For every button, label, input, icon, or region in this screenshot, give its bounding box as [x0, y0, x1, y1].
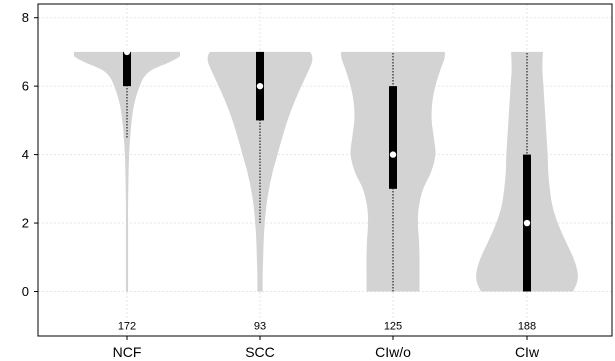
median-point-0	[123, 48, 131, 56]
y-tick-label-8: 8	[22, 10, 29, 25]
count-label-0: 172	[118, 321, 136, 333]
x-axis: NCF SCC CIw/o CIw	[113, 336, 540, 360]
count-label-1: 93	[254, 321, 266, 333]
violin-2	[341, 51, 445, 292]
y-axis: 0 2 4 6 8	[22, 10, 38, 299]
sample-counts: 172 93 125 188	[118, 321, 536, 333]
count-label-2: 125	[384, 321, 402, 333]
x-tick-label-1: SCC	[245, 344, 275, 360]
y-tick-label-4: 4	[22, 147, 29, 162]
median-point-3	[523, 219, 531, 227]
violin-body-0	[73, 51, 181, 292]
y-tick-label-2: 2	[22, 216, 29, 231]
x-tick-label-3: CIw	[515, 344, 540, 360]
count-label-3: 188	[518, 321, 536, 333]
iqr-box-0	[123, 51, 131, 87]
y-tick-label-6: 6	[22, 79, 29, 94]
median-point-1	[256, 82, 264, 90]
violin-3	[476, 51, 578, 292]
violin-1	[207, 51, 313, 292]
plot-area-frame	[37, 3, 613, 337]
x-tick-label-2: CIw/o	[375, 344, 411, 360]
x-tick-label-0: NCF	[113, 344, 142, 360]
median-point-2	[389, 151, 397, 158]
iqr-box-2	[389, 86, 397, 189]
y-tick-label-0: 0	[22, 284, 29, 299]
violins	[73, 48, 578, 292]
violin-0	[73, 48, 181, 292]
